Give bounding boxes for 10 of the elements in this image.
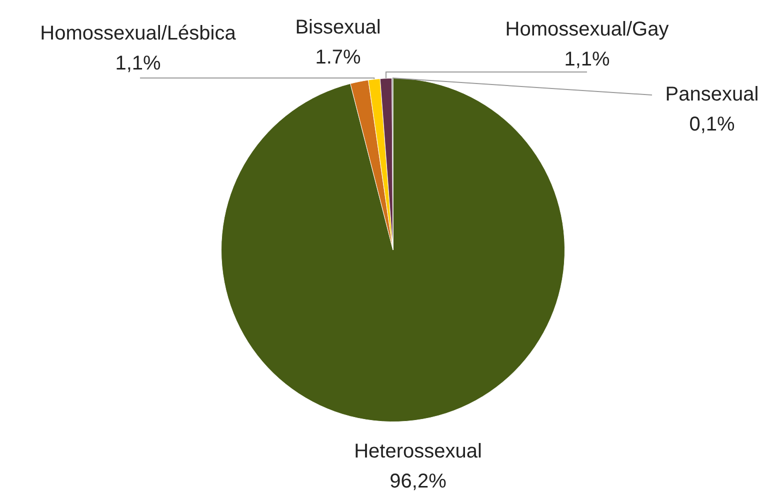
data-label: 1,1% (115, 52, 162, 75)
data-label: 0,1% (689, 114, 736, 136)
slice-label: Heterossexual (354, 440, 482, 463)
data-label: 1,1% (564, 48, 610, 71)
slice-label: Homossexual/Lésbica (40, 22, 237, 45)
slice-label: Bissexual (295, 16, 381, 39)
data-label: 1.7% (315, 46, 362, 69)
data-label: 96,2% (390, 470, 447, 492)
slice-label: Pansexual (665, 84, 759, 106)
slice-label: Homossexual/Gay (505, 18, 669, 41)
